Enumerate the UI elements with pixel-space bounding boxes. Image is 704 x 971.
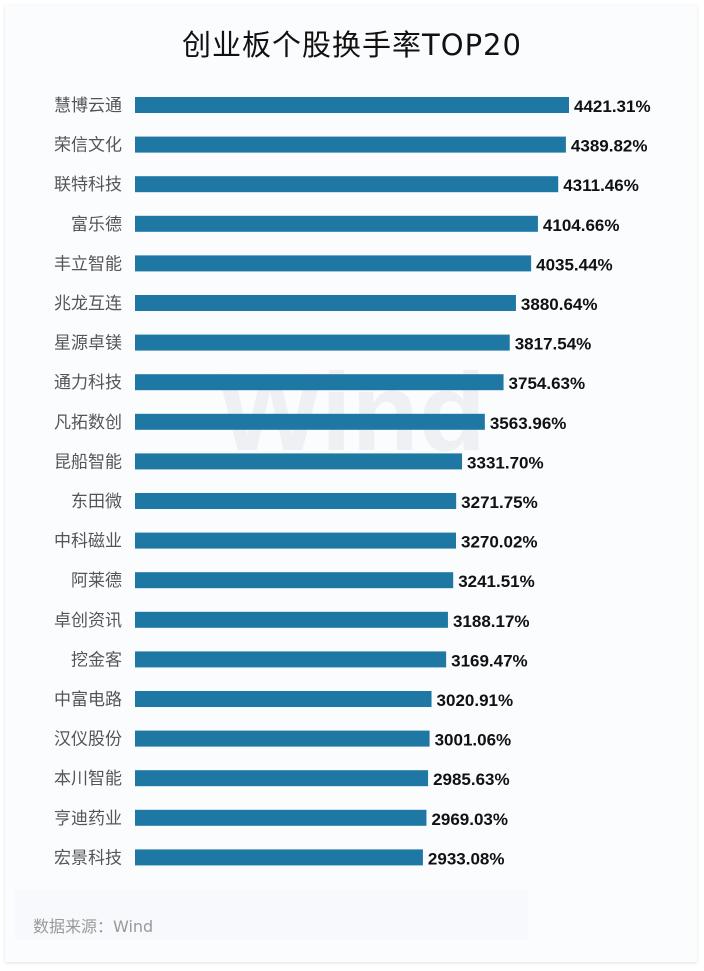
value-label: 3270.02%	[461, 533, 538, 552]
source-note: 数据来源：Wind	[33, 917, 154, 936]
category-label: 阿莱德	[71, 571, 122, 591]
category-label: 汉仪股份	[54, 730, 122, 750]
bar	[135, 849, 423, 866]
category-label: 昆船智能	[54, 452, 122, 472]
value-label: 4104.66%	[543, 216, 620, 235]
category-label: 中富电路	[54, 690, 122, 710]
chart-title: 创业板个股换手率TOP20	[182, 28, 522, 62]
category-label: 中科磁业	[54, 532, 122, 552]
bar	[135, 809, 427, 826]
value-label: 2933.08%	[428, 849, 505, 868]
value-label: 2969.03%	[431, 810, 508, 829]
value-label: 4389.82%	[571, 137, 648, 156]
value-label: 3020.91%	[437, 691, 514, 710]
value-label: 3241.51%	[458, 572, 535, 591]
chart-card	[5, 5, 697, 962]
category-label: 卓创资讯	[54, 611, 122, 631]
bar	[135, 493, 457, 509]
category-label: 宏景科技	[54, 848, 122, 868]
category-label: 本川智能	[54, 769, 122, 789]
category-label: 通力科技	[54, 373, 122, 393]
value-label: 3331.70%	[467, 453, 544, 472]
category-label: 慧博云通	[54, 96, 122, 116]
bar	[135, 413, 485, 430]
value-label: 3880.64%	[521, 295, 598, 314]
value-label: 4421.31%	[574, 97, 651, 116]
source-box	[15, 890, 528, 940]
value-label: 4035.44%	[536, 255, 613, 274]
value-label: 3271.75%	[461, 493, 538, 512]
bar	[135, 255, 532, 272]
bar	[135, 97, 569, 113]
value-label: 2985.63%	[433, 770, 510, 789]
value-label: 3817.54%	[515, 335, 592, 354]
category-label: 富乐德	[71, 215, 122, 235]
value-label: 3169.47%	[451, 651, 528, 670]
category-label: 东田微	[71, 492, 122, 512]
category-label: 丰立智能	[54, 254, 122, 274]
bar	[135, 453, 463, 470]
value-label: 3188.17%	[453, 612, 530, 631]
category-label: 兆龙互连	[54, 294, 122, 314]
bar	[135, 770, 429, 787]
value-label: 4311.46%	[563, 176, 639, 195]
value-label: 3754.63%	[509, 374, 586, 393]
bar	[135, 532, 456, 549]
bar	[135, 691, 432, 707]
bar	[135, 730, 430, 747]
bar	[135, 611, 448, 628]
bar	[135, 295, 516, 311]
category-label: 凡拓数创	[54, 413, 122, 433]
bar	[135, 176, 559, 193]
bar	[135, 334, 510, 351]
value-label: 3001.06%	[435, 731, 512, 750]
category-label: 荣信文化	[54, 136, 122, 156]
bar	[135, 215, 538, 232]
value-label: 3563.96%	[490, 414, 567, 433]
bar	[135, 651, 447, 668]
category-label: 联特科技	[54, 175, 122, 195]
category-label: 星源卓镁	[54, 334, 122, 354]
bar	[135, 572, 454, 589]
category-label: 亨迪药业	[54, 809, 122, 829]
category-label: 挖金客	[71, 650, 122, 670]
bar	[135, 136, 566, 153]
bar	[135, 374, 504, 391]
